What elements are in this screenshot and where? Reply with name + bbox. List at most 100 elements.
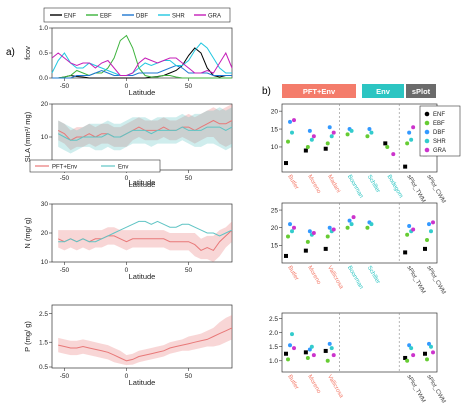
b_n-point-enf xyxy=(403,250,408,255)
panel-n: 10 20 30 -50 0 50 Latitude N (mg/ g) xyxy=(23,201,233,281)
b_n-category-label: sPlot_TWM xyxy=(405,265,426,295)
b_p-point-shr xyxy=(329,346,334,351)
fcov-line-shr xyxy=(51,42,232,76)
b_n-point-shr xyxy=(369,222,374,227)
p-xtick-label: 50 xyxy=(185,373,193,380)
p-frame xyxy=(51,304,233,369)
panel-b-n: 15 20 25 Butler Moreno Vallicrosa Boonman Schil… xyxy=(271,202,446,295)
legend-a-label-ebf: EBF xyxy=(100,14,112,20)
b_n-point-dbf xyxy=(288,222,292,227)
b_sla-category-label: Butler xyxy=(286,174,299,191)
p-ytick-label: 2.5 xyxy=(39,311,48,318)
b_sla-point-enf xyxy=(284,161,288,166)
b_p-point-gra xyxy=(431,350,435,355)
b_p-point-ebf xyxy=(286,357,290,362)
b_sla-point-ebf xyxy=(405,141,410,146)
b_n-point-dbf xyxy=(327,225,332,230)
p-band-pftenv xyxy=(58,315,233,366)
legend-b-swatch-dbf xyxy=(424,129,430,135)
b_sla-point-shr xyxy=(349,128,354,133)
b_p-point-dbf xyxy=(307,347,312,352)
n-xlabel: Latitude xyxy=(129,272,156,281)
b_sla-point-enf xyxy=(303,148,308,153)
b_sla-point-gra xyxy=(411,125,416,130)
sla-ylabel: SLA (mm²/ mg) xyxy=(23,111,32,162)
b_n-category-label: Butler xyxy=(286,265,299,282)
b_p-point-gra xyxy=(411,353,416,358)
b_sla-point-shr xyxy=(290,130,294,135)
panel-label-b: b) xyxy=(262,86,271,97)
b_sla-point-gra xyxy=(311,134,316,139)
sla-xtick-label: 0 xyxy=(125,175,129,182)
b_p-point-shr xyxy=(290,332,294,337)
b_sla-category-label: Moreno xyxy=(306,174,322,195)
fcov-ytick-label: 0.0 xyxy=(39,75,48,82)
b_p-point-dbf xyxy=(288,343,292,348)
b_n-point-enf xyxy=(423,246,427,251)
b_p-ytick-label: 2.0 xyxy=(269,330,278,337)
b_n-point-gra xyxy=(292,225,296,230)
p-xlabel: Latitude xyxy=(129,378,156,387)
b_sla-point-shr xyxy=(369,130,374,135)
sla-ytick-label: 10 xyxy=(41,134,49,141)
legend-a-label-shr: SHR xyxy=(172,14,185,20)
p-ylabel: P (mg/ g) xyxy=(23,321,32,352)
legend-b-label-dbf: DBF xyxy=(433,130,445,136)
b_n-point-ebf xyxy=(365,225,370,230)
b_n-point-dbf xyxy=(307,229,312,234)
b_sla-category-label: sPlot_CWM xyxy=(425,174,446,204)
fcov-xtick-label: 0 xyxy=(125,83,129,90)
b_n-point-ebf xyxy=(305,239,310,244)
legend-b-label-enf: ENF xyxy=(433,112,445,118)
b_p-point-enf xyxy=(284,351,288,356)
legend-pft-b: ENF EBF DBF SHR GRA xyxy=(419,105,461,157)
sla-line-env xyxy=(57,126,233,141)
b_sla-point-ebf xyxy=(286,139,290,144)
fcov-line-enf xyxy=(52,47,232,79)
b_sla-ytick-label: 10 xyxy=(271,144,279,151)
legend-pft-a: ENF EBF DBF SHR GRA xyxy=(43,7,231,23)
fcov-xtick-label: -50 xyxy=(60,83,70,90)
b_n-category-label: sPlot_CWM xyxy=(425,265,446,295)
fcov-line-ebf xyxy=(52,34,232,79)
b_n-ytick-label: 15 xyxy=(271,243,279,250)
panel-fcov: 0.0 0.5 1.0 -50 0 50 Latitude fcov xyxy=(23,25,233,97)
b_n-category-label: Schiller xyxy=(366,265,381,285)
n-ytick-label: 10 xyxy=(41,259,49,266)
header-pftenv-box xyxy=(282,84,356,98)
n-ytick-label: 30 xyxy=(41,201,49,208)
b_sla-frame xyxy=(281,103,438,173)
b_sla-point-dbf xyxy=(327,125,332,130)
legend-a-label-enf: ENF xyxy=(64,14,76,20)
header-splot-label: sPlot xyxy=(412,87,431,96)
b_p-point-ebf xyxy=(325,358,330,363)
b_sla-point-enf xyxy=(383,141,388,146)
b_sla-point-dbf xyxy=(307,128,312,133)
header-env-label: Env xyxy=(376,87,391,96)
n-xtick-label: -50 xyxy=(60,267,70,274)
fcov-xtick-label: 50 xyxy=(185,83,193,90)
legend-b-swatch-enf xyxy=(424,111,430,117)
b_sla-point-ebf xyxy=(345,132,350,137)
b_n-ytick-label: 25 xyxy=(271,207,279,214)
p-xtick-label: 0 xyxy=(125,373,129,380)
b_p-point-enf xyxy=(423,351,427,356)
b_sla-point-gra xyxy=(391,152,396,157)
b_n-point-enf xyxy=(323,246,328,251)
b_p-point-gra xyxy=(331,353,336,358)
b_sla-point-ebf xyxy=(365,134,370,139)
b_p-point-dbf xyxy=(427,341,431,346)
sla-xtick-label: 50 xyxy=(185,175,193,182)
b_sla-category-label: Boonman xyxy=(346,174,364,199)
legend-a-label-gra: GRA xyxy=(208,14,221,20)
legend-a-frame xyxy=(43,7,231,23)
b_n-point-dbf xyxy=(347,218,352,223)
b_n-point-gra xyxy=(331,227,336,232)
p-line-pftenv xyxy=(58,327,233,362)
b_sla-ytick-label: 20 xyxy=(271,108,279,115)
b_p-ytick-label: 1.5 xyxy=(269,344,278,351)
sla-legend-label-1: Env xyxy=(118,165,128,171)
b_n-point-gra xyxy=(351,215,356,220)
n-xtick-label: 50 xyxy=(185,267,193,274)
b_p-frame xyxy=(281,312,438,373)
